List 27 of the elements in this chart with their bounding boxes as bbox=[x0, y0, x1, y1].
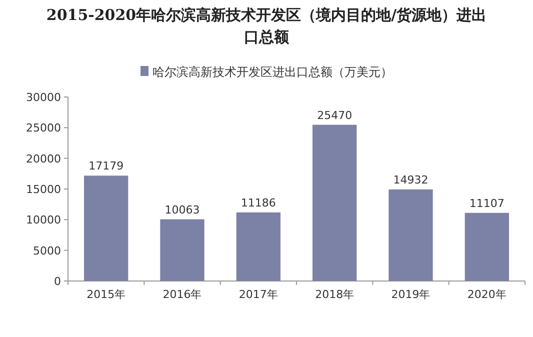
data-label: 11186 bbox=[240, 196, 276, 210]
x-tick-label: 2017年 bbox=[238, 288, 278, 301]
x-tick-label: 2016年 bbox=[162, 288, 202, 301]
data-label: 11107 bbox=[469, 196, 504, 210]
bar bbox=[388, 189, 433, 281]
legend-label: 哈尔滨高新技术开发区进出口总额（万美元） bbox=[152, 65, 392, 79]
y-tick-label: 30000 bbox=[26, 91, 61, 104]
data-label: 17179 bbox=[88, 160, 124, 173]
bar bbox=[312, 124, 357, 281]
data-label: 14932 bbox=[393, 173, 428, 186]
x-tick-label: 2015年 bbox=[86, 288, 126, 301]
data-label: 25470 bbox=[317, 108, 352, 122]
data-label: 10063 bbox=[164, 203, 200, 216]
bar bbox=[236, 212, 281, 281]
y-tick-label: 0 bbox=[54, 275, 61, 288]
bar bbox=[464, 212, 510, 281]
x-tick-label: 2020年 bbox=[467, 288, 506, 301]
y-tick-label: 10000 bbox=[26, 214, 61, 227]
bar bbox=[84, 176, 128, 281]
y-tick-label: 15000 bbox=[26, 183, 61, 196]
chart-title: 2015-2020年哈尔滨高新技术开发区（境内目的地/货源地）进出口总额 bbox=[45, 5, 488, 48]
y-tick-label: 25000 bbox=[26, 122, 61, 135]
x-tick-label: 2018年 bbox=[315, 288, 354, 301]
x-tick-label: 2019年 bbox=[391, 288, 430, 301]
y-tick-label: 5000 bbox=[33, 244, 61, 258]
bar bbox=[160, 219, 204, 281]
y-tick-label: 20000 bbox=[26, 152, 61, 166]
